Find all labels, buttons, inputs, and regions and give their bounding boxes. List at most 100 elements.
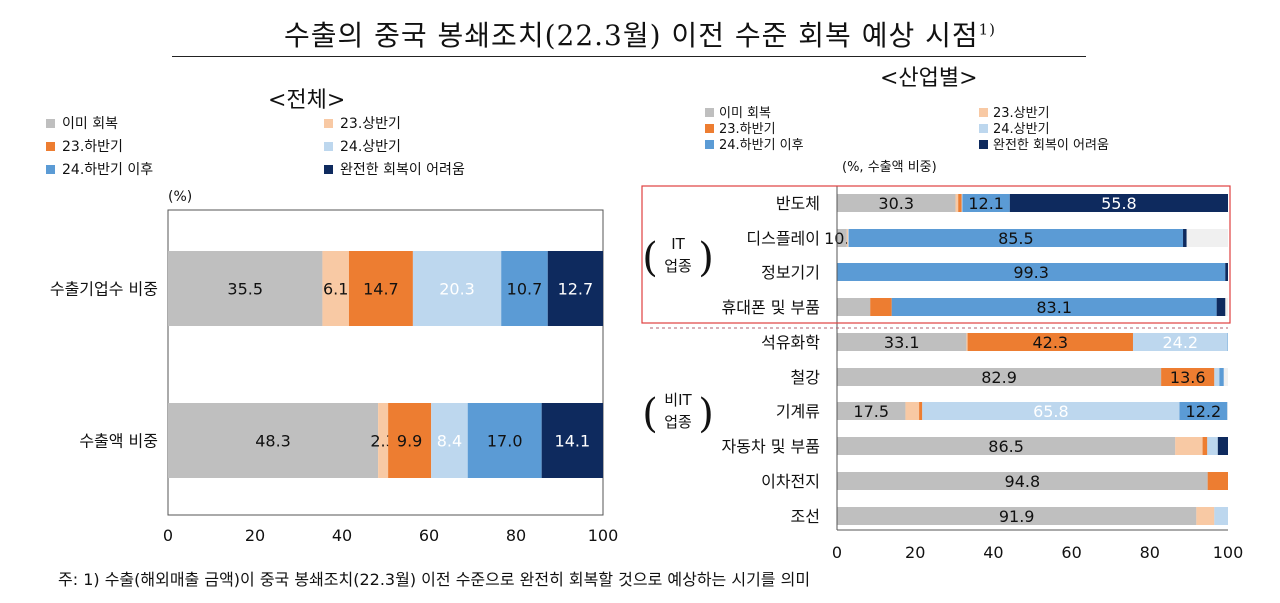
right-category-label: 자동차 및 부품 <box>722 437 821 456</box>
right-bar-segment <box>837 368 1162 386</box>
right-data-label: 99.3 <box>1013 263 1049 282</box>
left-data-label: 17.0 <box>487 432 523 451</box>
right-data-label: 82.9 <box>981 368 1017 387</box>
right-bar-segment <box>961 194 963 212</box>
title-underline <box>172 56 1086 57</box>
right-bar-segment <box>1179 402 1228 420</box>
group-paren-right: ) <box>698 235 714 281</box>
right-bar-segment <box>962 194 1010 212</box>
right-bar-segment <box>1207 472 1228 490</box>
right-bar-segment <box>955 194 959 212</box>
right-bar-segment <box>1219 368 1224 386</box>
right-category-label: 디스플레이 <box>746 229 820 248</box>
left-bar-segment <box>378 403 389 478</box>
right-data-label: 86.5 <box>988 437 1024 456</box>
right-unit-label: (%, 수출액 비중) <box>842 160 937 175</box>
left-category-label: 수출액 비중 <box>79 432 158 451</box>
left-plot-frame <box>167 209 604 516</box>
right-bar-segment <box>837 333 967 351</box>
left-data-label: 20.3 <box>439 280 475 299</box>
left-data-label: 10.7 <box>507 280 543 299</box>
right-x-tick-label: 40 <box>983 543 1003 562</box>
right-bar-segment <box>966 333 968 351</box>
left-x-tick-label: 60 <box>419 526 439 545</box>
left-bar-segment <box>322 251 349 326</box>
left-legend-swatch <box>324 142 333 151</box>
right-bar-segment <box>891 298 1217 316</box>
right-bar-segment <box>1161 368 1215 386</box>
right-bar-segment <box>1214 507 1228 525</box>
left-bar-segment <box>412 251 502 326</box>
left-bar-segment <box>541 403 603 478</box>
right-category-label: 정보기기 <box>761 263 820 282</box>
group-paren-right: ) <box>698 391 714 437</box>
right-bar-segment <box>1214 368 1220 386</box>
left-data-label: 14.7 <box>363 280 399 299</box>
left-bar-segment <box>467 403 542 478</box>
left-bar-segment <box>388 403 432 478</box>
right-legend-label: 23.상반기 <box>993 106 1050 121</box>
right-legend-label: 24.상반기 <box>993 122 1050 137</box>
right-chart-title: <산업별> <box>880 66 978 91</box>
right-bar-segment <box>837 472 1208 490</box>
right-data-label: 85.5 <box>998 229 1034 248</box>
right-category-label: 반도체 <box>776 194 820 213</box>
right-legend-swatch <box>979 140 988 149</box>
left-data-label: 48.3 <box>255 432 291 451</box>
right-data-label: 91.9 <box>999 507 1035 526</box>
right-data-label: 83.1 <box>1036 298 1072 317</box>
right-bar-segment <box>1196 507 1215 525</box>
right-bar-segment <box>1216 298 1226 316</box>
left-x-tick-label: 0 <box>163 526 173 545</box>
left-bar-segment <box>348 251 413 326</box>
left-legend-label: 24.상반기 <box>340 139 401 155</box>
right-bar-segment <box>847 229 849 247</box>
right-bar-segment <box>1202 437 1208 455</box>
group-paren-left: ( <box>642 235 658 281</box>
left-data-label: 9.9 <box>397 432 422 451</box>
right-legend-swatch <box>705 124 714 133</box>
right-data-label: 12.2 <box>1186 402 1222 421</box>
right-legend-swatch <box>979 124 988 133</box>
right-category-label: 기계류 <box>776 402 820 421</box>
left-bar-segment <box>168 251 323 326</box>
left-bar-segment <box>547 251 603 326</box>
left-legend-swatch <box>324 119 333 128</box>
left-legend-label: 23.상반기 <box>340 116 401 132</box>
right-bar-segment <box>837 507 1197 525</box>
right-legend-swatch <box>705 140 714 149</box>
right-bar-segment <box>905 402 920 420</box>
right-legend-swatch <box>705 108 714 117</box>
left-unit-label: (%) <box>168 189 192 205</box>
left-bar-segment <box>431 403 468 478</box>
left-legend-label: 이미 회복 <box>62 116 118 132</box>
right-bar-segment <box>922 402 1180 420</box>
left-data-label: 14.1 <box>555 432 591 451</box>
right-data-label: 42.3 <box>1032 333 1068 352</box>
right-x-tick-label: 100 <box>1213 543 1244 562</box>
left-legend-swatch <box>46 142 55 151</box>
left-bar-segment <box>501 251 548 326</box>
footnote: 주: 1) 수출(해외매출 금액)이 중국 봉쇄조치(22.3월) 이전 수준으… <box>58 570 811 589</box>
right-category-label: 이차전지 <box>761 472 820 491</box>
right-data-label: 30.3 <box>878 194 914 213</box>
left-legend-label: 완전한 회복이 어려움 <box>340 162 465 178</box>
left-legend-swatch <box>46 165 55 174</box>
right-legend-label: 완전한 회복이 어려움 <box>993 138 1109 153</box>
right-legend-label: 이미 회복 <box>719 106 771 121</box>
right-category-label: 조선 <box>791 507 820 526</box>
left-x-tick-label: 40 <box>332 526 352 545</box>
group-label: 업종 <box>664 413 692 431</box>
right-bar-segment <box>1132 333 1228 351</box>
right-bar-segment <box>837 402 906 420</box>
right-legend-label: 23.하반기 <box>719 122 776 137</box>
right-data-label: 12.1 <box>968 194 1004 213</box>
right-legend-swatch <box>979 108 988 117</box>
title-footnote-marker: 1) <box>978 20 997 39</box>
right-bar-segment <box>1009 194 1228 212</box>
left-legend-label: 24.하반기 이후 <box>62 162 153 178</box>
left-legend-label: 23.하반기 <box>62 139 123 155</box>
group-label: 업종 <box>664 257 692 275</box>
left-data-label: 8.4 <box>437 432 462 451</box>
